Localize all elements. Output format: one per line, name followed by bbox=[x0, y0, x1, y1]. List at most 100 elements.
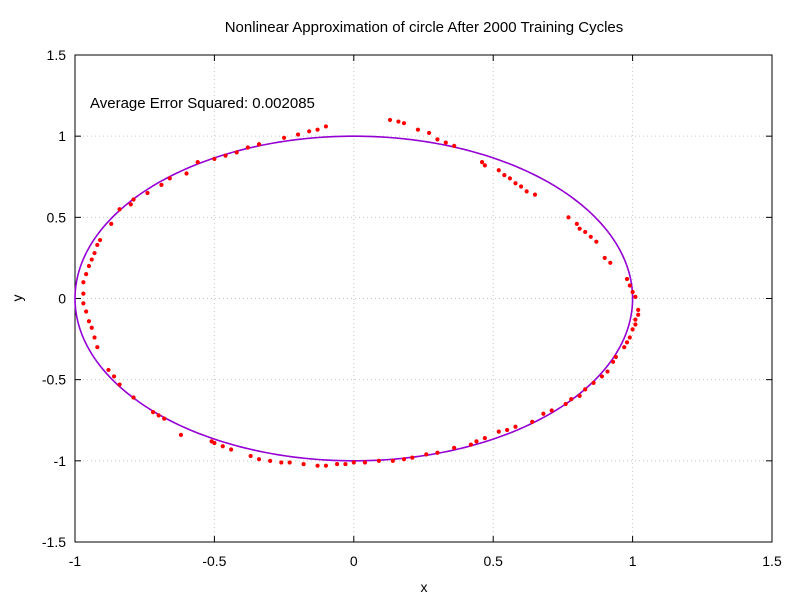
data-point bbox=[323, 124, 329, 129]
data-point bbox=[106, 367, 111, 373]
data-point bbox=[184, 171, 189, 176]
data-point bbox=[287, 460, 292, 465]
y-tick-label: 0.5 bbox=[47, 209, 67, 225]
data-point bbox=[95, 345, 100, 350]
data-point bbox=[496, 429, 501, 434]
data-point bbox=[156, 413, 161, 418]
data-point bbox=[89, 325, 94, 330]
data-point bbox=[549, 408, 554, 413]
data-point bbox=[468, 442, 473, 447]
data-point bbox=[387, 117, 393, 123]
data-point bbox=[150, 410, 156, 415]
data-point bbox=[577, 226, 582, 231]
y-tick-label: 1.5 bbox=[47, 47, 67, 63]
data-point bbox=[530, 419, 535, 424]
data-point bbox=[630, 289, 635, 295]
data-point bbox=[396, 119, 401, 124]
data-point bbox=[301, 461, 306, 467]
data-point bbox=[636, 307, 641, 312]
data-point bbox=[315, 463, 320, 468]
data-point bbox=[268, 458, 273, 463]
data-point bbox=[624, 276, 630, 282]
y-axis-label: y bbox=[9, 295, 25, 302]
data-point bbox=[256, 457, 262, 462]
data-point bbox=[195, 160, 200, 165]
axis-ticks bbox=[74, 54, 773, 543]
data-point bbox=[223, 153, 228, 158]
data-point bbox=[92, 335, 97, 340]
data-point bbox=[89, 257, 94, 262]
data-point bbox=[610, 359, 616, 364]
data-point bbox=[256, 142, 262, 147]
data-point bbox=[502, 173, 507, 178]
data-point bbox=[307, 129, 312, 134]
data-point bbox=[424, 452, 429, 457]
data-point bbox=[627, 335, 632, 340]
data-point bbox=[84, 272, 89, 277]
data-point bbox=[566, 215, 571, 220]
data-point bbox=[452, 143, 457, 149]
data-point bbox=[435, 137, 440, 142]
data-point bbox=[583, 387, 588, 392]
data-point bbox=[81, 301, 86, 306]
data-point bbox=[602, 255, 607, 261]
data-point bbox=[513, 181, 518, 186]
chart-title: Nonlinear Approximation of circle After … bbox=[225, 19, 624, 36]
data-point bbox=[541, 411, 546, 416]
data-point bbox=[588, 234, 593, 239]
data-point bbox=[220, 444, 225, 449]
data-point bbox=[622, 345, 627, 350]
grid-lines bbox=[75, 55, 772, 542]
x-axis-label: x bbox=[421, 579, 428, 595]
data-point bbox=[117, 207, 122, 212]
data-point bbox=[630, 327, 635, 332]
data-point bbox=[401, 121, 407, 126]
data-point bbox=[109, 221, 114, 226]
data-point bbox=[624, 340, 630, 345]
data-point bbox=[636, 312, 641, 317]
data-point bbox=[86, 263, 92, 269]
data-point bbox=[633, 317, 638, 322]
data-point bbox=[97, 237, 103, 243]
data-point bbox=[248, 453, 253, 459]
data-point bbox=[390, 458, 395, 463]
data-point bbox=[569, 397, 574, 402]
data-point bbox=[401, 457, 407, 462]
y-tick-label: -1.5 bbox=[42, 534, 66, 550]
data-point bbox=[452, 445, 457, 450]
data-point bbox=[594, 239, 599, 244]
data-point bbox=[315, 127, 320, 132]
data-point bbox=[282, 135, 287, 140]
data-point bbox=[362, 460, 368, 465]
data-point bbox=[410, 455, 415, 460]
data-point bbox=[532, 192, 538, 197]
data-point bbox=[474, 439, 479, 444]
data-point bbox=[482, 163, 487, 168]
data-point bbox=[591, 380, 596, 386]
data-point bbox=[627, 283, 632, 288]
data-point bbox=[608, 260, 613, 265]
x-tick-label: -0.5 bbox=[202, 553, 226, 569]
data-point bbox=[167, 176, 172, 181]
y-tick-label: -1 bbox=[54, 453, 67, 469]
data-point bbox=[128, 202, 133, 207]
data-point bbox=[574, 221, 579, 226]
data-point bbox=[212, 156, 217, 161]
y-tick-label: 1 bbox=[58, 128, 66, 144]
data-point bbox=[209, 439, 214, 444]
data-point bbox=[111, 374, 117, 379]
data-point bbox=[92, 250, 97, 256]
data-point bbox=[633, 322, 638, 327]
data-point bbox=[162, 416, 167, 421]
data-point bbox=[563, 401, 568, 407]
data-point bbox=[86, 319, 92, 324]
y-tick-label: -0.5 bbox=[42, 372, 66, 388]
data-point bbox=[95, 242, 100, 248]
data-point bbox=[599, 374, 605, 379]
data-point bbox=[229, 447, 234, 452]
data-point bbox=[605, 369, 610, 374]
data-point bbox=[159, 182, 164, 187]
data-point bbox=[178, 432, 184, 437]
data-point bbox=[117, 382, 122, 387]
data-point bbox=[518, 184, 524, 189]
